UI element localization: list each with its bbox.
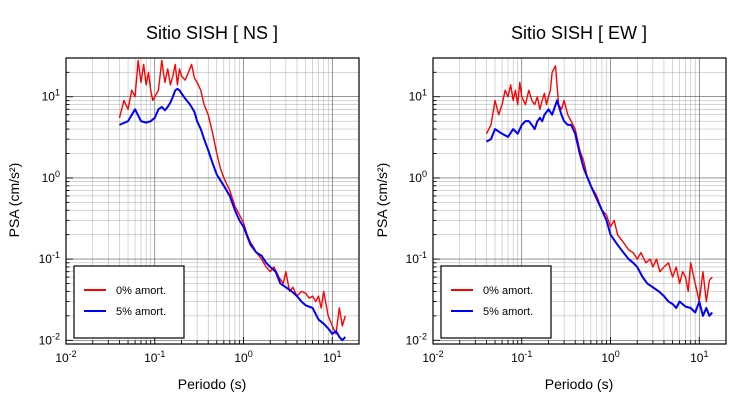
plot-frame	[432, 57, 727, 345]
plot-frame	[65, 57, 360, 345]
x-axis-label: Periodo (s)	[545, 376, 613, 392]
y-axis-label: PSA (cm/s²)	[374, 163, 390, 238]
chart-title: Sitio SISH [ EW ]	[511, 23, 647, 43]
y-tick-label: 10-1	[39, 250, 60, 266]
x-tick-label: 100	[601, 349, 619, 365]
series-line-0	[118, 59, 346, 335]
y-axis-label: PSA (cm/s²)	[6, 163, 22, 238]
y-tick-label: 10-2	[406, 331, 427, 347]
x-tick-label: 101	[690, 349, 708, 365]
x-tick-label: 100	[234, 349, 252, 365]
legend: 0% amort. 5% amort.	[440, 265, 552, 339]
legend-entry-1: 5% amort.	[483, 306, 533, 318]
y-tick-label: 100	[42, 169, 60, 185]
legend-entry-0: 0% amort.	[116, 285, 166, 297]
series-line-1	[119, 87, 347, 342]
x-tick-label: 10-1	[511, 349, 532, 365]
legend: 0% amort. 5% amort.	[73, 265, 185, 339]
legend-entry-1: 5% amort.	[116, 306, 166, 318]
y-tick-label: 10-1	[406, 250, 427, 266]
chart-panel-ns: Sitio SISH [ NS ] 10-2 10-1 100 101 10-2 10-1…	[6, 23, 360, 392]
y-tick-label: 101	[409, 88, 427, 104]
x-axis-label: Periodo (s)	[178, 376, 246, 392]
legend-box	[73, 265, 185, 339]
legend-entry-0: 0% amort.	[483, 285, 533, 297]
x-tick-label: 10-1	[144, 349, 165, 365]
x-tick-label: 10-2	[422, 349, 443, 365]
series-line-0	[485, 65, 713, 303]
y-tick-label: 101	[42, 88, 60, 104]
y-tick-label: 10-2	[39, 331, 60, 347]
legend-box	[440, 265, 552, 339]
chart-title: Sitio SISH [ NS ]	[146, 23, 278, 43]
x-tick-label: 101	[323, 349, 341, 365]
y-tick-label: 100	[409, 169, 427, 185]
x-tick-label: 10-2	[55, 349, 76, 365]
series-line-1	[485, 99, 714, 317]
chart-panel-ew: Sitio SISH [ EW ] 10-2 10-1 100 101 10-2 10-1…	[374, 23, 727, 392]
